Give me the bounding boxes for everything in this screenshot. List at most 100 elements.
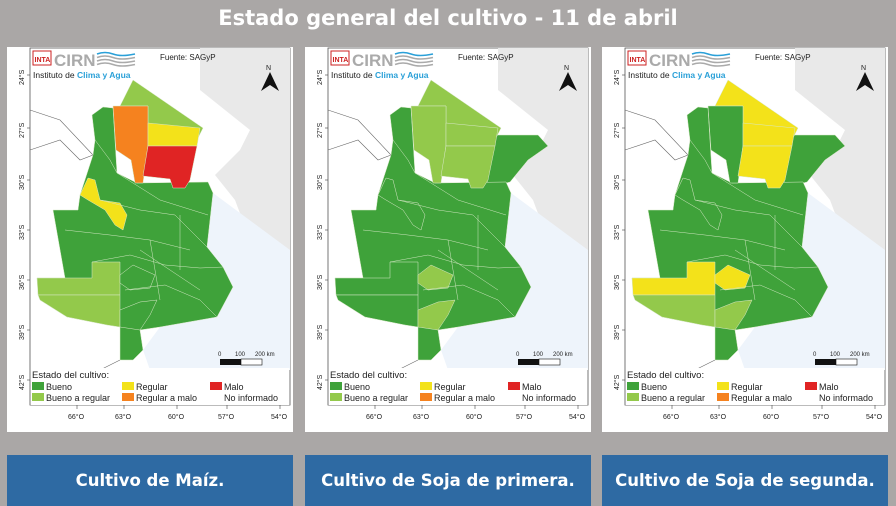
department-border xyxy=(689,139,713,174)
longitude-label: 63°O xyxy=(710,413,727,421)
legend-label: Bueno a regular xyxy=(344,393,408,403)
region-bsas-sw xyxy=(417,299,456,331)
region-chaco-w xyxy=(112,105,149,184)
map-panel-soja-segunda: INTA CIRN Instituto de Clima y Agua Fuente:… xyxy=(602,47,888,432)
caption-soja-segunda[interactable]: Cultivo de Soja de segunda. xyxy=(602,455,888,506)
legend-swatch-no-informado xyxy=(210,393,222,401)
region-bsas-w xyxy=(417,264,454,291)
institute-name: Instituto de Clima y Agua xyxy=(33,70,131,80)
institute-name: Instituto de Clima y Agua xyxy=(628,70,726,80)
legend-swatch-regular xyxy=(420,382,432,390)
institute-highlight: Clima y Agua xyxy=(672,70,726,80)
scale-bar: 0 100 200 km xyxy=(813,352,870,366)
legend-label: No informado xyxy=(522,393,576,403)
department-border xyxy=(437,249,499,291)
north-label: N xyxy=(861,65,866,72)
ocean xyxy=(143,193,290,370)
longitude-label: 57°O xyxy=(218,413,235,421)
legend-label: Malo xyxy=(224,382,244,392)
longitude-label: 66°O xyxy=(663,413,680,421)
inta-logo-text: INTA xyxy=(630,57,646,64)
institute-prefix: Instituto de xyxy=(331,70,375,80)
region-cba-n xyxy=(674,177,723,231)
longitude-label: 54°O xyxy=(866,413,883,421)
region-chaco-se xyxy=(440,145,496,189)
province-border xyxy=(624,109,689,161)
caption-maiz[interactable]: Cultivo de Maíz. xyxy=(7,455,293,506)
department-border xyxy=(734,249,796,291)
legend-swatch-malo xyxy=(805,382,817,390)
legend-label: Bueno a regular xyxy=(46,393,110,403)
neighbor-country xyxy=(200,48,290,265)
legend-swatch-regular xyxy=(717,382,729,390)
scale-bar: 0 100 200 km xyxy=(516,352,573,366)
scale-label: 100 xyxy=(235,352,246,358)
neighbor-country xyxy=(795,48,885,265)
legend-box xyxy=(328,368,588,405)
legend-label: Malo xyxy=(819,382,839,392)
latitude-label: 39°S xyxy=(316,324,324,340)
legend-swatch-no-informado xyxy=(805,393,817,401)
north-arrow-icon xyxy=(559,72,577,91)
north-label: N xyxy=(564,65,569,72)
legend-swatch-bueno xyxy=(330,382,342,390)
legend-label: No informado xyxy=(224,393,278,403)
region-cba-n xyxy=(377,177,426,231)
latitude-label: 30°S xyxy=(613,174,621,190)
longitude-label: 57°O xyxy=(516,413,533,421)
latitude-label: 39°S xyxy=(18,324,26,340)
legend-swatch-bueno-a-regular xyxy=(32,393,44,401)
legend-title: Estado del cultivo: xyxy=(330,370,407,381)
department-border xyxy=(414,172,507,216)
department-border xyxy=(124,284,218,318)
department-border xyxy=(91,254,224,269)
latitude-label: 24°S xyxy=(316,69,324,85)
latitude-label: 36°S xyxy=(613,274,621,290)
map-panel-maiz: INTA CIRN Instituto de Clima y Agua Fuente:… xyxy=(7,47,293,432)
longitude-label: 63°O xyxy=(115,413,132,421)
latitude-label: 33°S xyxy=(613,224,621,240)
ocean xyxy=(441,193,588,370)
legend-label: Regular xyxy=(731,382,763,392)
department-border xyxy=(64,229,191,251)
department-border xyxy=(139,249,201,291)
longitude-label: 60°O xyxy=(466,413,483,421)
region-bsas-sw xyxy=(119,299,158,331)
region-bsas-w xyxy=(119,264,156,291)
longitude-label: 54°O xyxy=(271,413,288,421)
scale-label: 0 xyxy=(813,352,817,358)
latitude-label: 33°S xyxy=(18,224,26,240)
cirn-logo-text: CIRN xyxy=(54,51,96,70)
inta-logo-text: INTA xyxy=(35,57,51,64)
legend-swatch-regular xyxy=(122,382,134,390)
scale-label: 100 xyxy=(830,352,841,358)
caption-soja-primera[interactable]: Cultivo de Soja de primera. xyxy=(305,455,591,506)
legend-label: Bueno xyxy=(641,382,667,392)
region-chaco-se xyxy=(737,145,793,189)
legend-swatch-regular-a-malo xyxy=(717,393,729,401)
legend-swatch-regular-a-malo xyxy=(122,393,134,401)
department-border xyxy=(99,199,208,248)
legend-label: Regular a malo xyxy=(731,393,792,403)
latitude-label: 42°S xyxy=(613,374,621,390)
legend-swatch-regular-a-malo xyxy=(420,393,432,401)
scale-label: 200 km xyxy=(255,352,275,358)
longitude-label: 54°O xyxy=(569,413,586,421)
scale-label: 0 xyxy=(516,352,520,358)
legend-label: Bueno xyxy=(46,382,72,392)
latitude-label: 24°S xyxy=(18,69,26,85)
institute-prefix: Instituto de xyxy=(628,70,672,80)
region-chaco-w xyxy=(410,105,447,184)
longitude-label: 66°O xyxy=(68,413,85,421)
latitude-label: 27°S xyxy=(18,122,26,138)
institute-prefix: Instituto de xyxy=(33,70,77,80)
north-arrow-icon xyxy=(856,72,874,91)
department-border xyxy=(744,239,756,301)
legend-label: No informado xyxy=(819,393,873,403)
region-chaco-se xyxy=(142,145,198,189)
latitude-label: 30°S xyxy=(316,174,324,190)
